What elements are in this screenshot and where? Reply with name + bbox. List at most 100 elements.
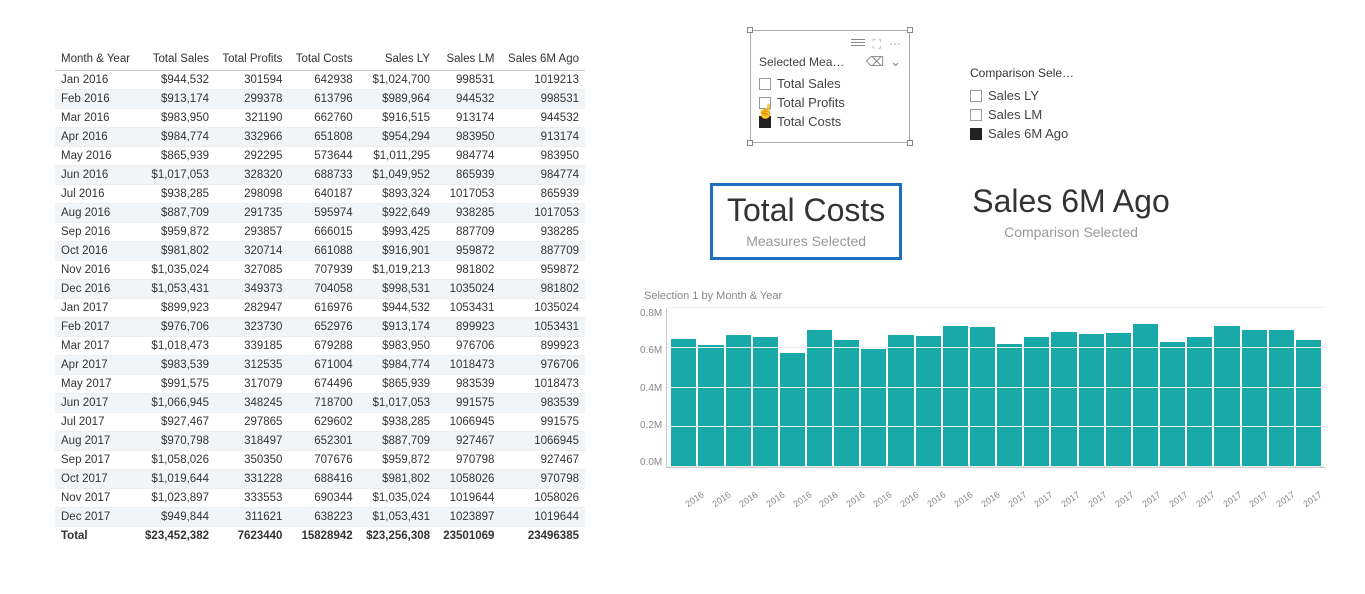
chevron-down-icon[interactable]: ⌄ [890, 54, 901, 70]
table-cell: 981802 [500, 280, 585, 299]
table-cell: 1018473 [436, 356, 500, 375]
table-cell: May 2017 [55, 375, 138, 394]
table-row[interactable]: Mar 2017$1,018,473339185679288$983,95097… [55, 337, 585, 356]
checkbox-icon[interactable] [970, 109, 982, 121]
x-axis: 2016201620162016201620162016201620162016… [680, 496, 1325, 524]
table-row[interactable]: Jan 2017$899,923282947616976$944,5321053… [55, 299, 585, 318]
chart-bar[interactable] [780, 353, 805, 467]
table-row[interactable]: Oct 2017$1,019,644331228688416$981,80210… [55, 470, 585, 489]
menu-icon[interactable] [851, 37, 865, 52]
col-header[interactable]: Sales LY [359, 50, 436, 71]
slicer-item[interactable]: Sales LY [970, 86, 1130, 105]
table-cell: $913,174 [138, 90, 215, 109]
more-icon[interactable]: ⋯ [889, 37, 901, 52]
table-cell: 652976 [288, 318, 358, 337]
chart-bar[interactable] [698, 345, 723, 467]
chart-bar[interactable] [888, 335, 913, 467]
table-cell: 707939 [288, 261, 358, 280]
slicer-item-label: Total Sales [777, 76, 841, 91]
table-row[interactable]: Nov 2016$1,035,024327085707939$1,019,213… [55, 261, 585, 280]
checkbox-icon[interactable] [759, 78, 771, 90]
table-cell: 573644 [288, 147, 358, 166]
chart-bar[interactable] [1187, 337, 1212, 467]
chart-bar[interactable] [671, 339, 696, 467]
table-cell: 282947 [215, 299, 288, 318]
table-cell: 318497 [215, 432, 288, 451]
table-row[interactable]: May 2017$991,575317079674496$865,9399835… [55, 375, 585, 394]
sales-table[interactable]: Month & YearTotal SalesTotal ProfitsTota… [55, 50, 585, 545]
table-row[interactable]: Sep 2016$959,872293857666015$993,4258877… [55, 223, 585, 242]
slicer-item[interactable]: Total Costs [759, 112, 901, 131]
chart-bar[interactable] [1133, 324, 1158, 467]
card-comparison-selected[interactable]: Sales 6M Ago Comparison Selected [972, 183, 1169, 240]
col-header[interactable]: Sales LM [436, 50, 500, 71]
col-header[interactable]: Sales 6M Ago [500, 50, 585, 71]
checkbox-icon[interactable] [970, 90, 982, 102]
slicer-item[interactable]: Total Sales [759, 74, 901, 93]
chart-bar[interactable] [1079, 334, 1104, 467]
slicer-item[interactable]: Total Profits [759, 93, 901, 112]
table-cell: 661088 [288, 242, 358, 261]
table-row[interactable]: Sep 2017$1,058,026350350707676$959,87297… [55, 451, 585, 470]
table-row[interactable]: Feb 2016$913,174299378613796$989,9649445… [55, 90, 585, 109]
slicer-item[interactable]: Sales 6M Ago [970, 124, 1130, 143]
col-header[interactable]: Total Profits [215, 50, 288, 71]
table-row[interactable]: Jun 2017$1,066,945348245718700$1,017,053… [55, 394, 585, 413]
table-cell: 323730 [215, 318, 288, 337]
table-row[interactable]: Apr 2017$983,539312535671004$984,7741018… [55, 356, 585, 375]
table-row[interactable]: Aug 2016$887,709291735595974$922,6499382… [55, 204, 585, 223]
chart-bar[interactable] [1051, 332, 1076, 467]
chart-bar[interactable] [1024, 337, 1049, 467]
chart-bar[interactable] [807, 330, 832, 467]
chart-bar[interactable] [861, 349, 886, 467]
table-row[interactable]: Mar 2016$983,950321190662760$916,5159131… [55, 109, 585, 128]
eraser-icon[interactable]: ⌫ [866, 54, 884, 70]
chart-bar[interactable] [1160, 342, 1185, 467]
slicer-comparison[interactable]: Comparison Selection Sales LYSales LMSal… [970, 30, 1130, 143]
chart-bar[interactable] [997, 344, 1022, 467]
table-row[interactable]: Jun 2016$1,017,053328320688733$1,049,952… [55, 166, 585, 185]
table-row[interactable]: Nov 2017$1,023,897333553690344$1,035,024… [55, 489, 585, 508]
chart-bar[interactable] [1242, 330, 1267, 467]
table-cell: 887709 [500, 242, 585, 261]
slicer-selected-measure[interactable]: ⛶ ⋯ Selected Mea… ⌫ ⌄ Total SalesTotal P… [750, 30, 910, 143]
table-cell: Mar 2017 [55, 337, 138, 356]
focus-icon[interactable]: ⛶ [873, 37, 881, 52]
table-row[interactable]: Feb 2017$976,706323730652976$913,1748999… [55, 318, 585, 337]
chart-bar[interactable] [970, 327, 995, 467]
table-total-row: Total$23,452,382762344015828942$23,256,3… [55, 527, 585, 546]
table-row[interactable]: Apr 2016$984,774332966651808$954,2949839… [55, 128, 585, 147]
table-cell: $1,053,431 [359, 508, 436, 527]
chart-bar[interactable] [1269, 330, 1294, 467]
col-header[interactable]: Total Sales [138, 50, 215, 71]
table-row[interactable]: Aug 2017$970,798318497652301$887,7099274… [55, 432, 585, 451]
table-row[interactable]: Oct 2016$981,802320714661088$916,9019598… [55, 242, 585, 261]
table-row[interactable]: Jan 2016$944,532301594642938$1,024,70099… [55, 71, 585, 90]
table-row[interactable]: May 2016$865,939292295573644$1,011,29598… [55, 147, 585, 166]
table-cell: 674496 [288, 375, 358, 394]
col-header[interactable]: Month & Year [55, 50, 138, 71]
chart-selection1[interactable]: Selection 1 by Month & Year 0.8M0.6M0.4M… [640, 290, 1325, 524]
table-cell: May 2016 [55, 147, 138, 166]
table-row[interactable]: Jul 2017$927,467297865629602$938,2851066… [55, 413, 585, 432]
chart-bar[interactable] [1296, 340, 1321, 467]
slicer-item-label: Sales 6M Ago [988, 126, 1068, 141]
slicer-item[interactable]: Sales LM [970, 105, 1130, 124]
chart-bar[interactable] [834, 340, 859, 467]
table-cell: Jul 2016 [55, 185, 138, 204]
table-cell: Sep 2016 [55, 223, 138, 242]
table-cell: 350350 [215, 451, 288, 470]
table-cell: $944,532 [138, 71, 215, 90]
chart-bar[interactable] [916, 336, 941, 467]
table-cell: Feb 2017 [55, 318, 138, 337]
table-row[interactable]: Dec 2017$949,844311621638223$1,053,43110… [55, 508, 585, 527]
table-row[interactable]: Dec 2016$1,053,431349373704058$998,53110… [55, 280, 585, 299]
col-header[interactable]: Total Costs [288, 50, 358, 71]
chart-bar[interactable] [1106, 333, 1131, 467]
card-measures-selected[interactable]: Total Costs Measures Selected [710, 183, 902, 260]
chart-bar[interactable] [753, 337, 778, 467]
checkbox-icon[interactable] [970, 128, 982, 140]
chart-bar[interactable] [726, 335, 751, 467]
table-row[interactable]: Jul 2016$938,285298098640187$893,3241017… [55, 185, 585, 204]
table-cell: 328320 [215, 166, 288, 185]
